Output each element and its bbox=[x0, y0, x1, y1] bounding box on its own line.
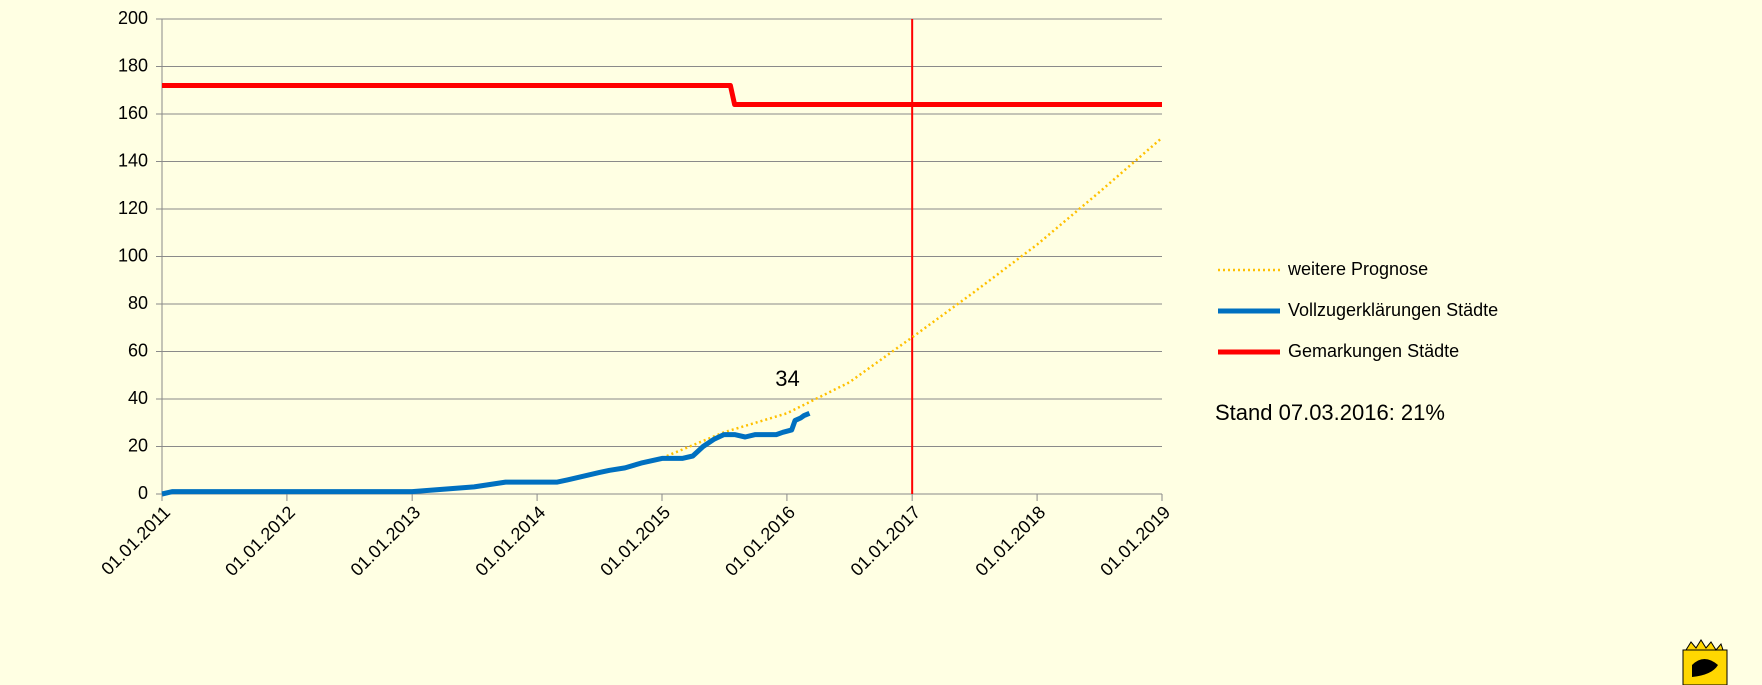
y-tick-label: 120 bbox=[118, 198, 148, 218]
x-tick-label: 01.01.2013 bbox=[347, 502, 425, 580]
series-line bbox=[162, 83, 1162, 107]
legend-label: Vollzugerklärungen Städte bbox=[1288, 300, 1498, 320]
y-tick-label: 140 bbox=[118, 150, 148, 170]
x-tick-label: 01.01.2011 bbox=[97, 502, 174, 579]
x-tick-label: 01.01.2017 bbox=[847, 502, 925, 580]
x-tick-label: 01.01.2015 bbox=[596, 502, 674, 580]
x-tick-label: 01.01.2014 bbox=[471, 502, 549, 580]
y-tick-label: 180 bbox=[118, 55, 148, 75]
y-tick-label: 40 bbox=[128, 388, 148, 408]
series-line bbox=[666, 136, 1163, 458]
x-tick-label: 01.01.2019 bbox=[1096, 502, 1174, 580]
y-tick-label: 0 bbox=[138, 483, 148, 503]
legend-label: Gemarkungen Städte bbox=[1288, 341, 1459, 361]
y-tick-label: 60 bbox=[128, 340, 148, 360]
y-tick-label: 80 bbox=[128, 293, 148, 313]
y-tick-label: 20 bbox=[128, 435, 148, 455]
x-tick-label: 01.01.2012 bbox=[221, 502, 299, 580]
y-tick-label: 160 bbox=[118, 103, 148, 123]
y-tick-label: 100 bbox=[118, 245, 148, 265]
series-line bbox=[161, 410, 811, 497]
x-tick-label: 01.01.2018 bbox=[971, 502, 1049, 580]
data-label: 34 bbox=[775, 366, 799, 391]
legend-label: weitere Prognose bbox=[1287, 259, 1428, 279]
x-tick-label: 01.01.2016 bbox=[721, 502, 799, 580]
y-tick-label: 200 bbox=[118, 8, 148, 28]
annotation: Stand 07.03.2016: 21% bbox=[1215, 400, 1445, 425]
coat-of-arms bbox=[1682, 639, 1728, 685]
